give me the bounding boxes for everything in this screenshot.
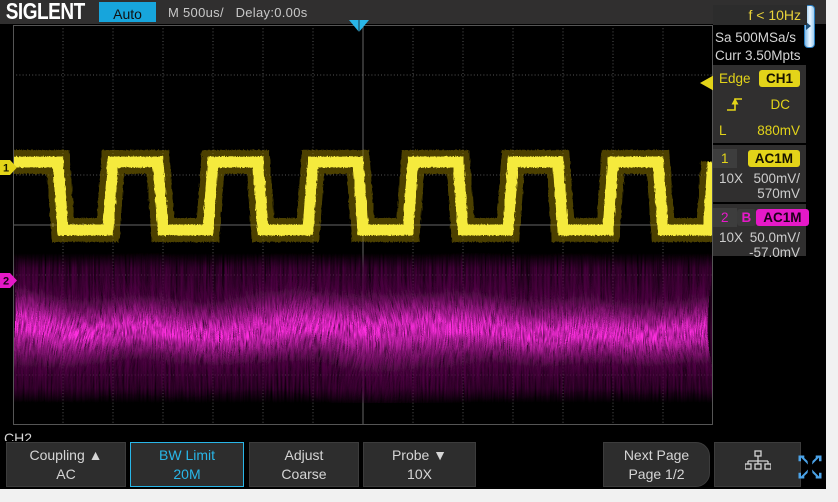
svg-text:2: 2 (3, 276, 9, 288)
svg-text:1: 1 (3, 163, 9, 175)
